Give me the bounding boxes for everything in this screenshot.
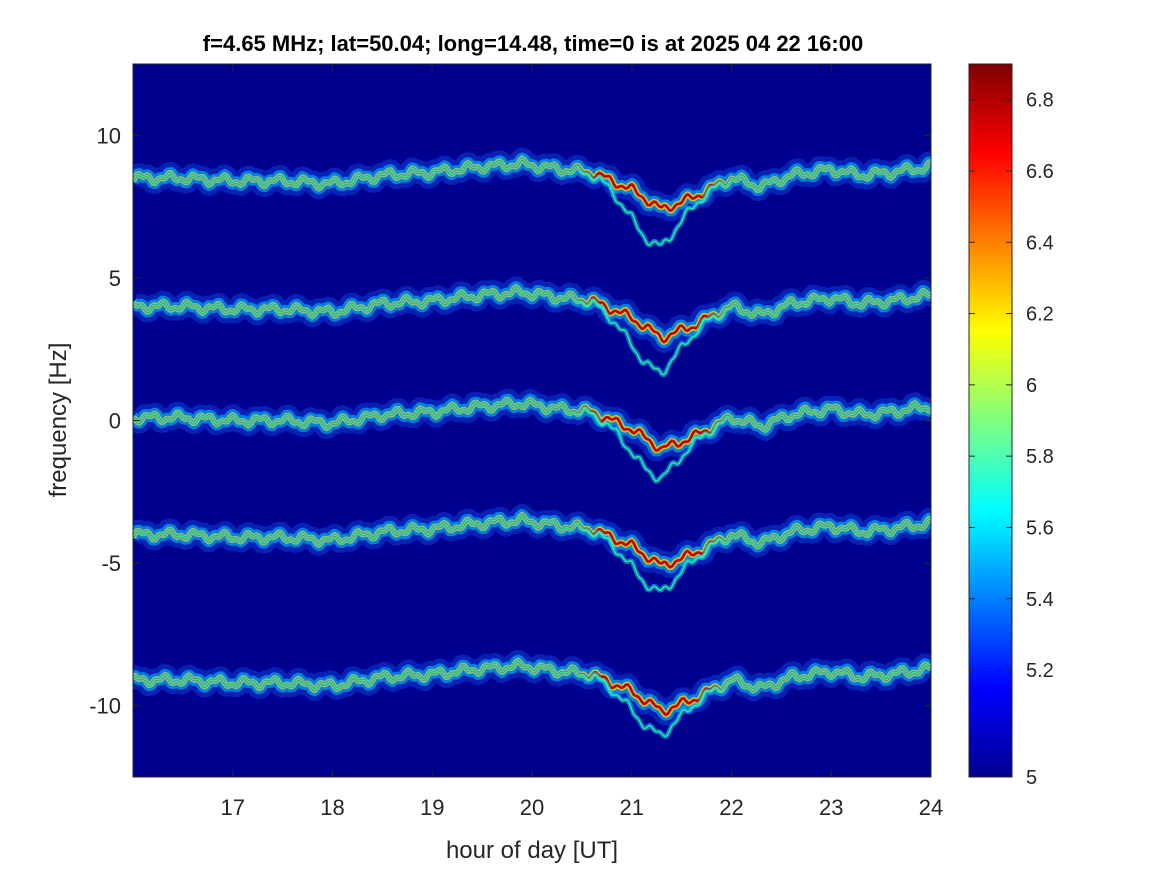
colorbar-tick-label: 6.8 (1026, 90, 1054, 112)
colorbar (968, 63, 1013, 778)
x-tick-label: 18 (320, 795, 344, 820)
x-tick-label: 21 (620, 795, 644, 820)
spectral-trace (133, 147, 931, 248)
x-tick-label: 24 (919, 795, 943, 820)
y-tick-label: -5 (101, 551, 121, 576)
colorbar-tick-label: 5.4 (1026, 589, 1054, 611)
x-tick-label: 23 (819, 795, 843, 820)
y-axis: 10 5 0 -5 -10 (89, 123, 931, 719)
trace-branch-core (133, 157, 931, 246)
spectral-trace (133, 649, 931, 740)
spectral-trace (133, 276, 931, 378)
colorbar-tick-label: 5.2 (1026, 660, 1054, 682)
x-tick-label: 19 (420, 795, 444, 820)
x-axis: 17 18 19 20 21 22 23 24 (221, 64, 943, 820)
colorbar-tick-label: 6.4 (1026, 232, 1054, 254)
trace-branch-core (133, 659, 931, 738)
chart-title: f=4.65 MHz; lat=50.04; long=14.48, time=… (203, 31, 863, 56)
colorbar-tick-label: 6.6 (1026, 161, 1054, 183)
colorbar-tick-label: 5 (1026, 767, 1037, 789)
colorbar-ticks: 5 5.2 5.4 5.6 5.8 6 6.2 6.4 6.6 6.8 (969, 90, 1054, 789)
spectral-trace (133, 504, 931, 593)
plot-frame (132, 63, 932, 778)
y-axis-label: frequency [Hz] (45, 343, 72, 498)
colorbar-tick-label: 5.8 (1026, 446, 1054, 468)
y-tick-label: -10 (89, 694, 121, 719)
trace-branch-core (133, 286, 931, 376)
x-tick-label: 20 (520, 795, 544, 820)
colorbar-tick-label: 5.6 (1026, 517, 1054, 539)
x-axis-label: hour of day [UT] (446, 837, 618, 864)
trace-branch-core (133, 514, 931, 591)
y-tick-label: 5 (109, 266, 121, 291)
spectral-trace (133, 388, 931, 484)
y-tick-label: 10 (97, 123, 121, 148)
x-tick-label: 22 (719, 795, 743, 820)
colorbar-tick-label: 6.2 (1026, 304, 1054, 326)
x-tick-label: 17 (221, 795, 245, 820)
spectral-traces (133, 147, 931, 740)
y-tick-label: 0 (109, 409, 121, 434)
colorbar-tick-label: 6 (1026, 375, 1037, 397)
trace-branch-core (133, 398, 931, 483)
